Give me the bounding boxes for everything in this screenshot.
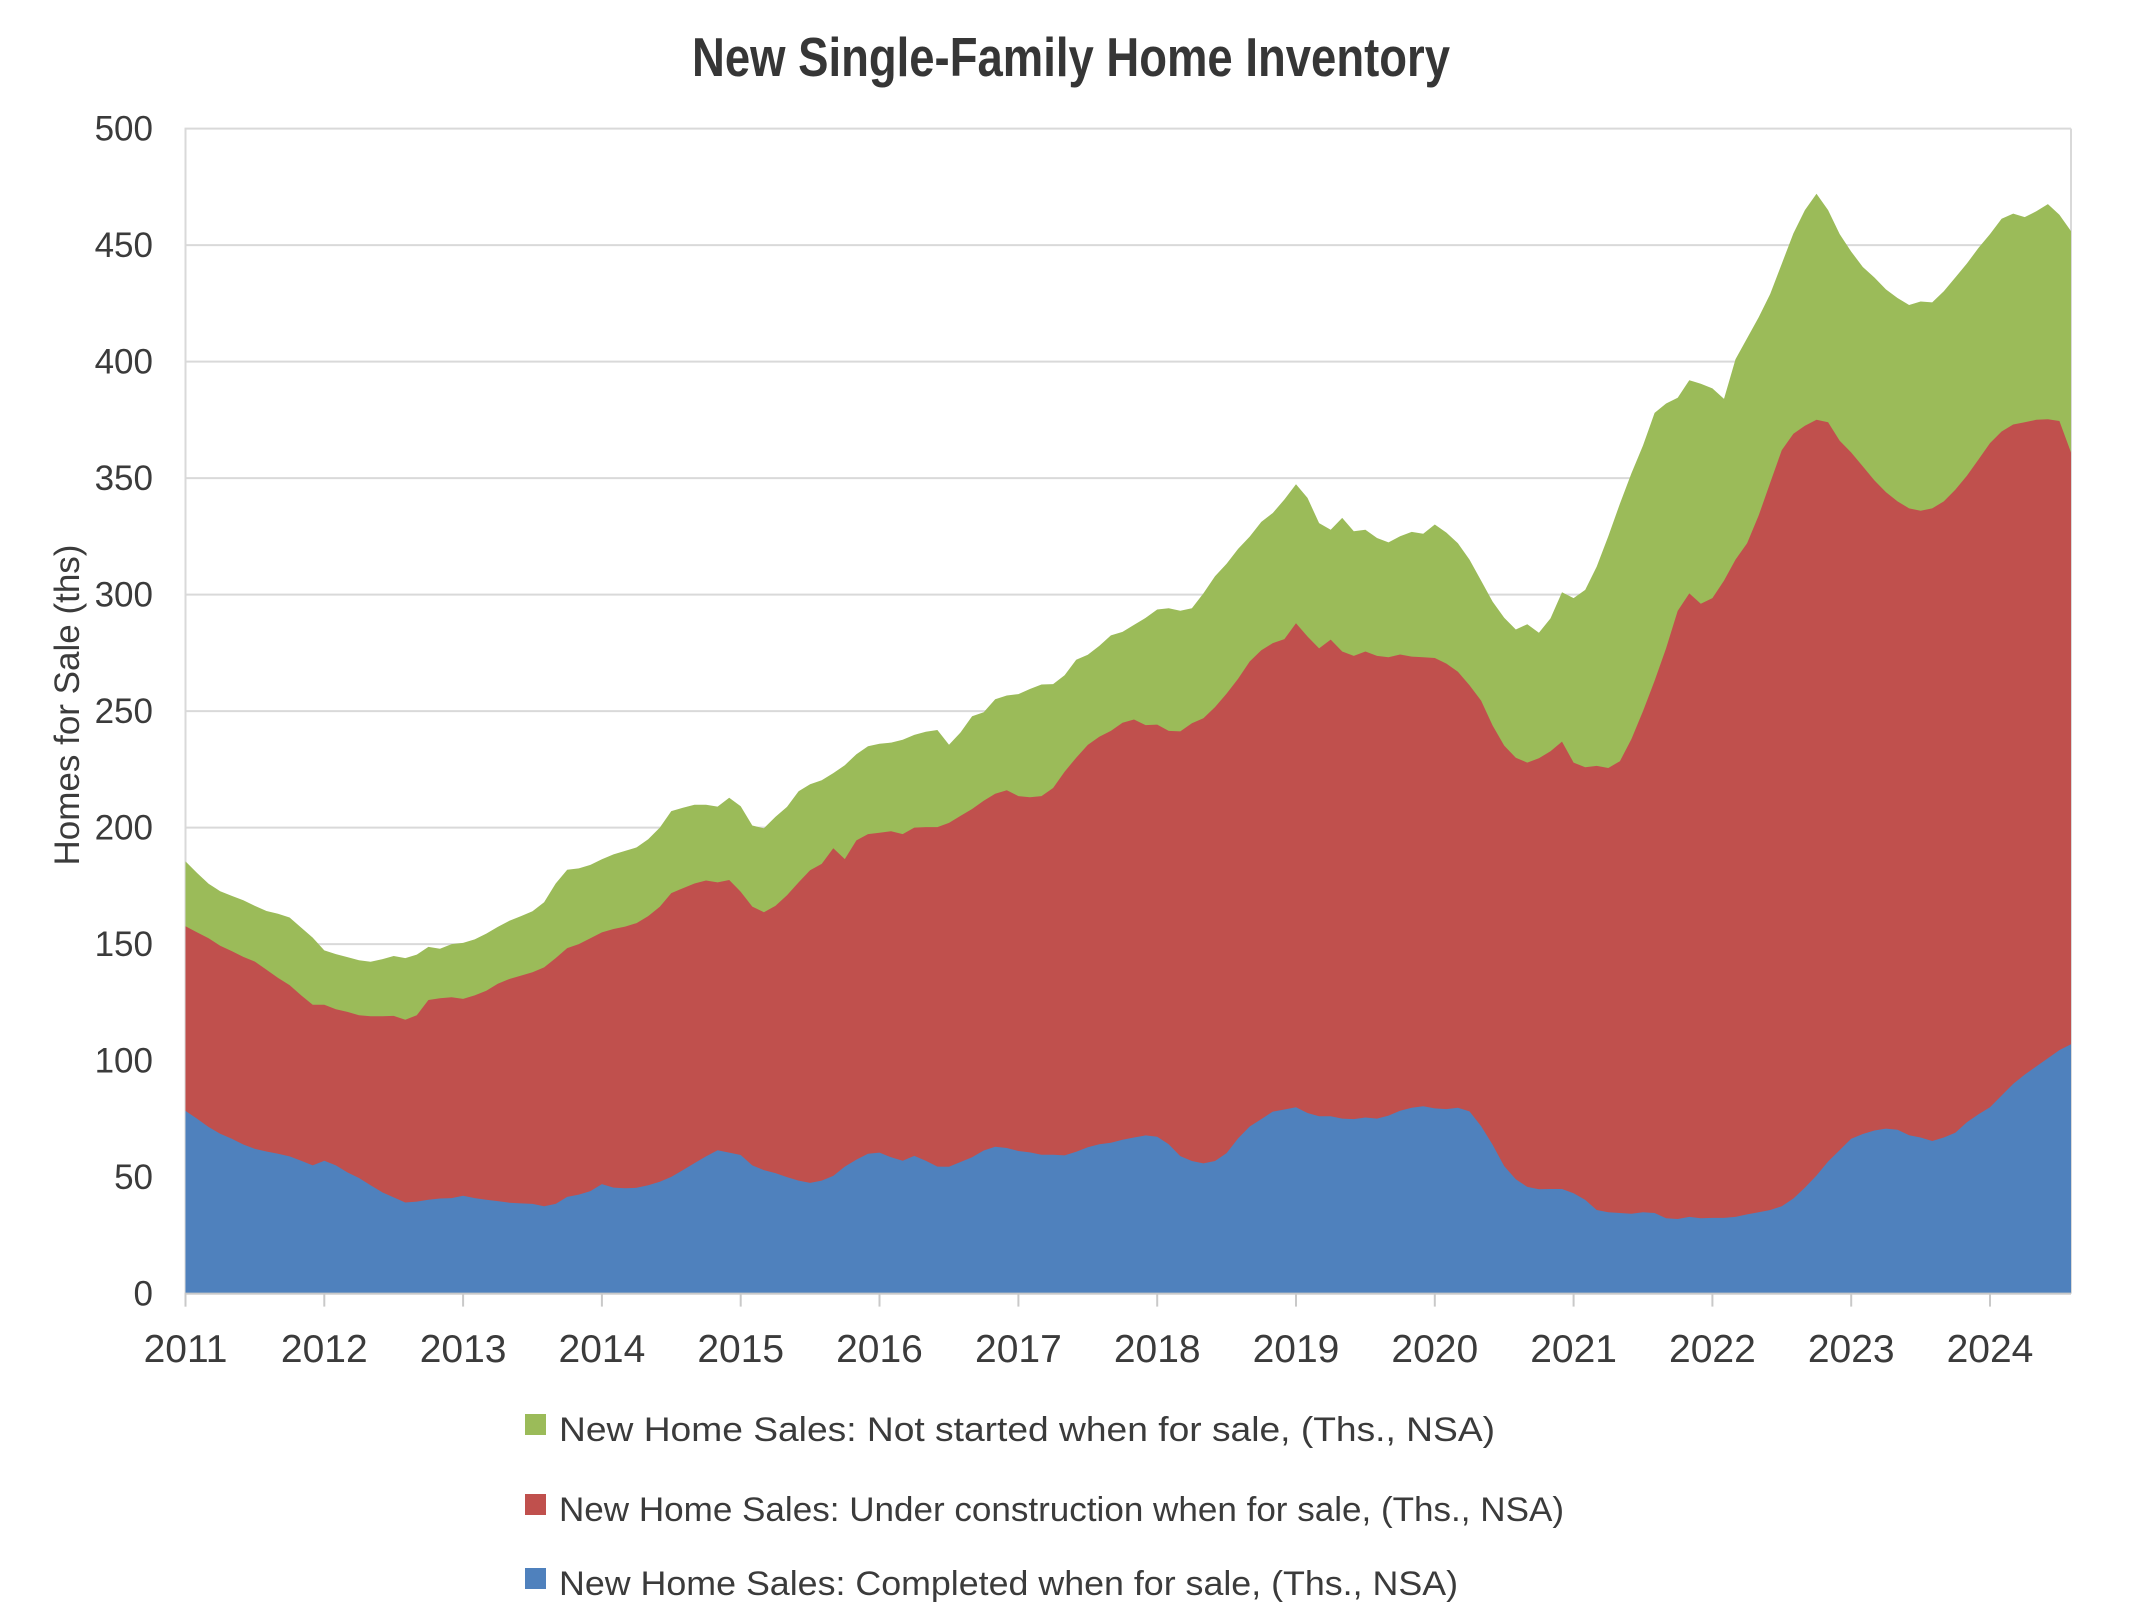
svg-text:Homes for Sale (ths): Homes for Sale (ths)	[48, 545, 87, 866]
svg-text:50: 50	[114, 1158, 153, 1197]
svg-text:2016: 2016	[836, 1328, 923, 1371]
svg-text:250: 250	[95, 692, 153, 731]
svg-text:New Home Sales: Not started wh: New Home Sales: Not started when for sal…	[559, 1411, 1495, 1449]
svg-text:2019: 2019	[1253, 1328, 1340, 1371]
svg-text:350: 350	[95, 459, 153, 498]
svg-text:2011: 2011	[144, 1328, 228, 1371]
svg-text:300: 300	[95, 576, 153, 615]
svg-text:2021: 2021	[1530, 1328, 1617, 1371]
svg-text:2015: 2015	[697, 1328, 784, 1371]
svg-text:0: 0	[134, 1275, 153, 1314]
svg-text:150: 150	[95, 925, 153, 964]
svg-text:100: 100	[95, 1042, 153, 1081]
svg-text:2023: 2023	[1808, 1328, 1895, 1371]
svg-text:2012: 2012	[281, 1328, 368, 1371]
svg-text:2013: 2013	[420, 1328, 507, 1371]
svg-text:2022: 2022	[1669, 1328, 1756, 1371]
svg-text:New Home Sales: Completed when: New Home Sales: Completed when for sale,…	[559, 1565, 1458, 1603]
svg-text:2017: 2017	[975, 1328, 1062, 1371]
svg-text:New Single-Family Home Invento: New Single-Family Home Inventory	[692, 26, 1450, 88]
svg-text:2018: 2018	[1114, 1328, 1201, 1371]
svg-text:2024: 2024	[1947, 1328, 2034, 1371]
svg-text:400: 400	[95, 343, 153, 382]
svg-text:450: 450	[95, 226, 153, 265]
svg-text:500: 500	[95, 110, 153, 149]
svg-text:2014: 2014	[559, 1328, 646, 1371]
svg-text:2020: 2020	[1391, 1328, 1478, 1371]
svg-text:200: 200	[95, 809, 153, 848]
svg-text:New Home Sales: Under construc: New Home Sales: Under construction when …	[559, 1491, 1564, 1529]
